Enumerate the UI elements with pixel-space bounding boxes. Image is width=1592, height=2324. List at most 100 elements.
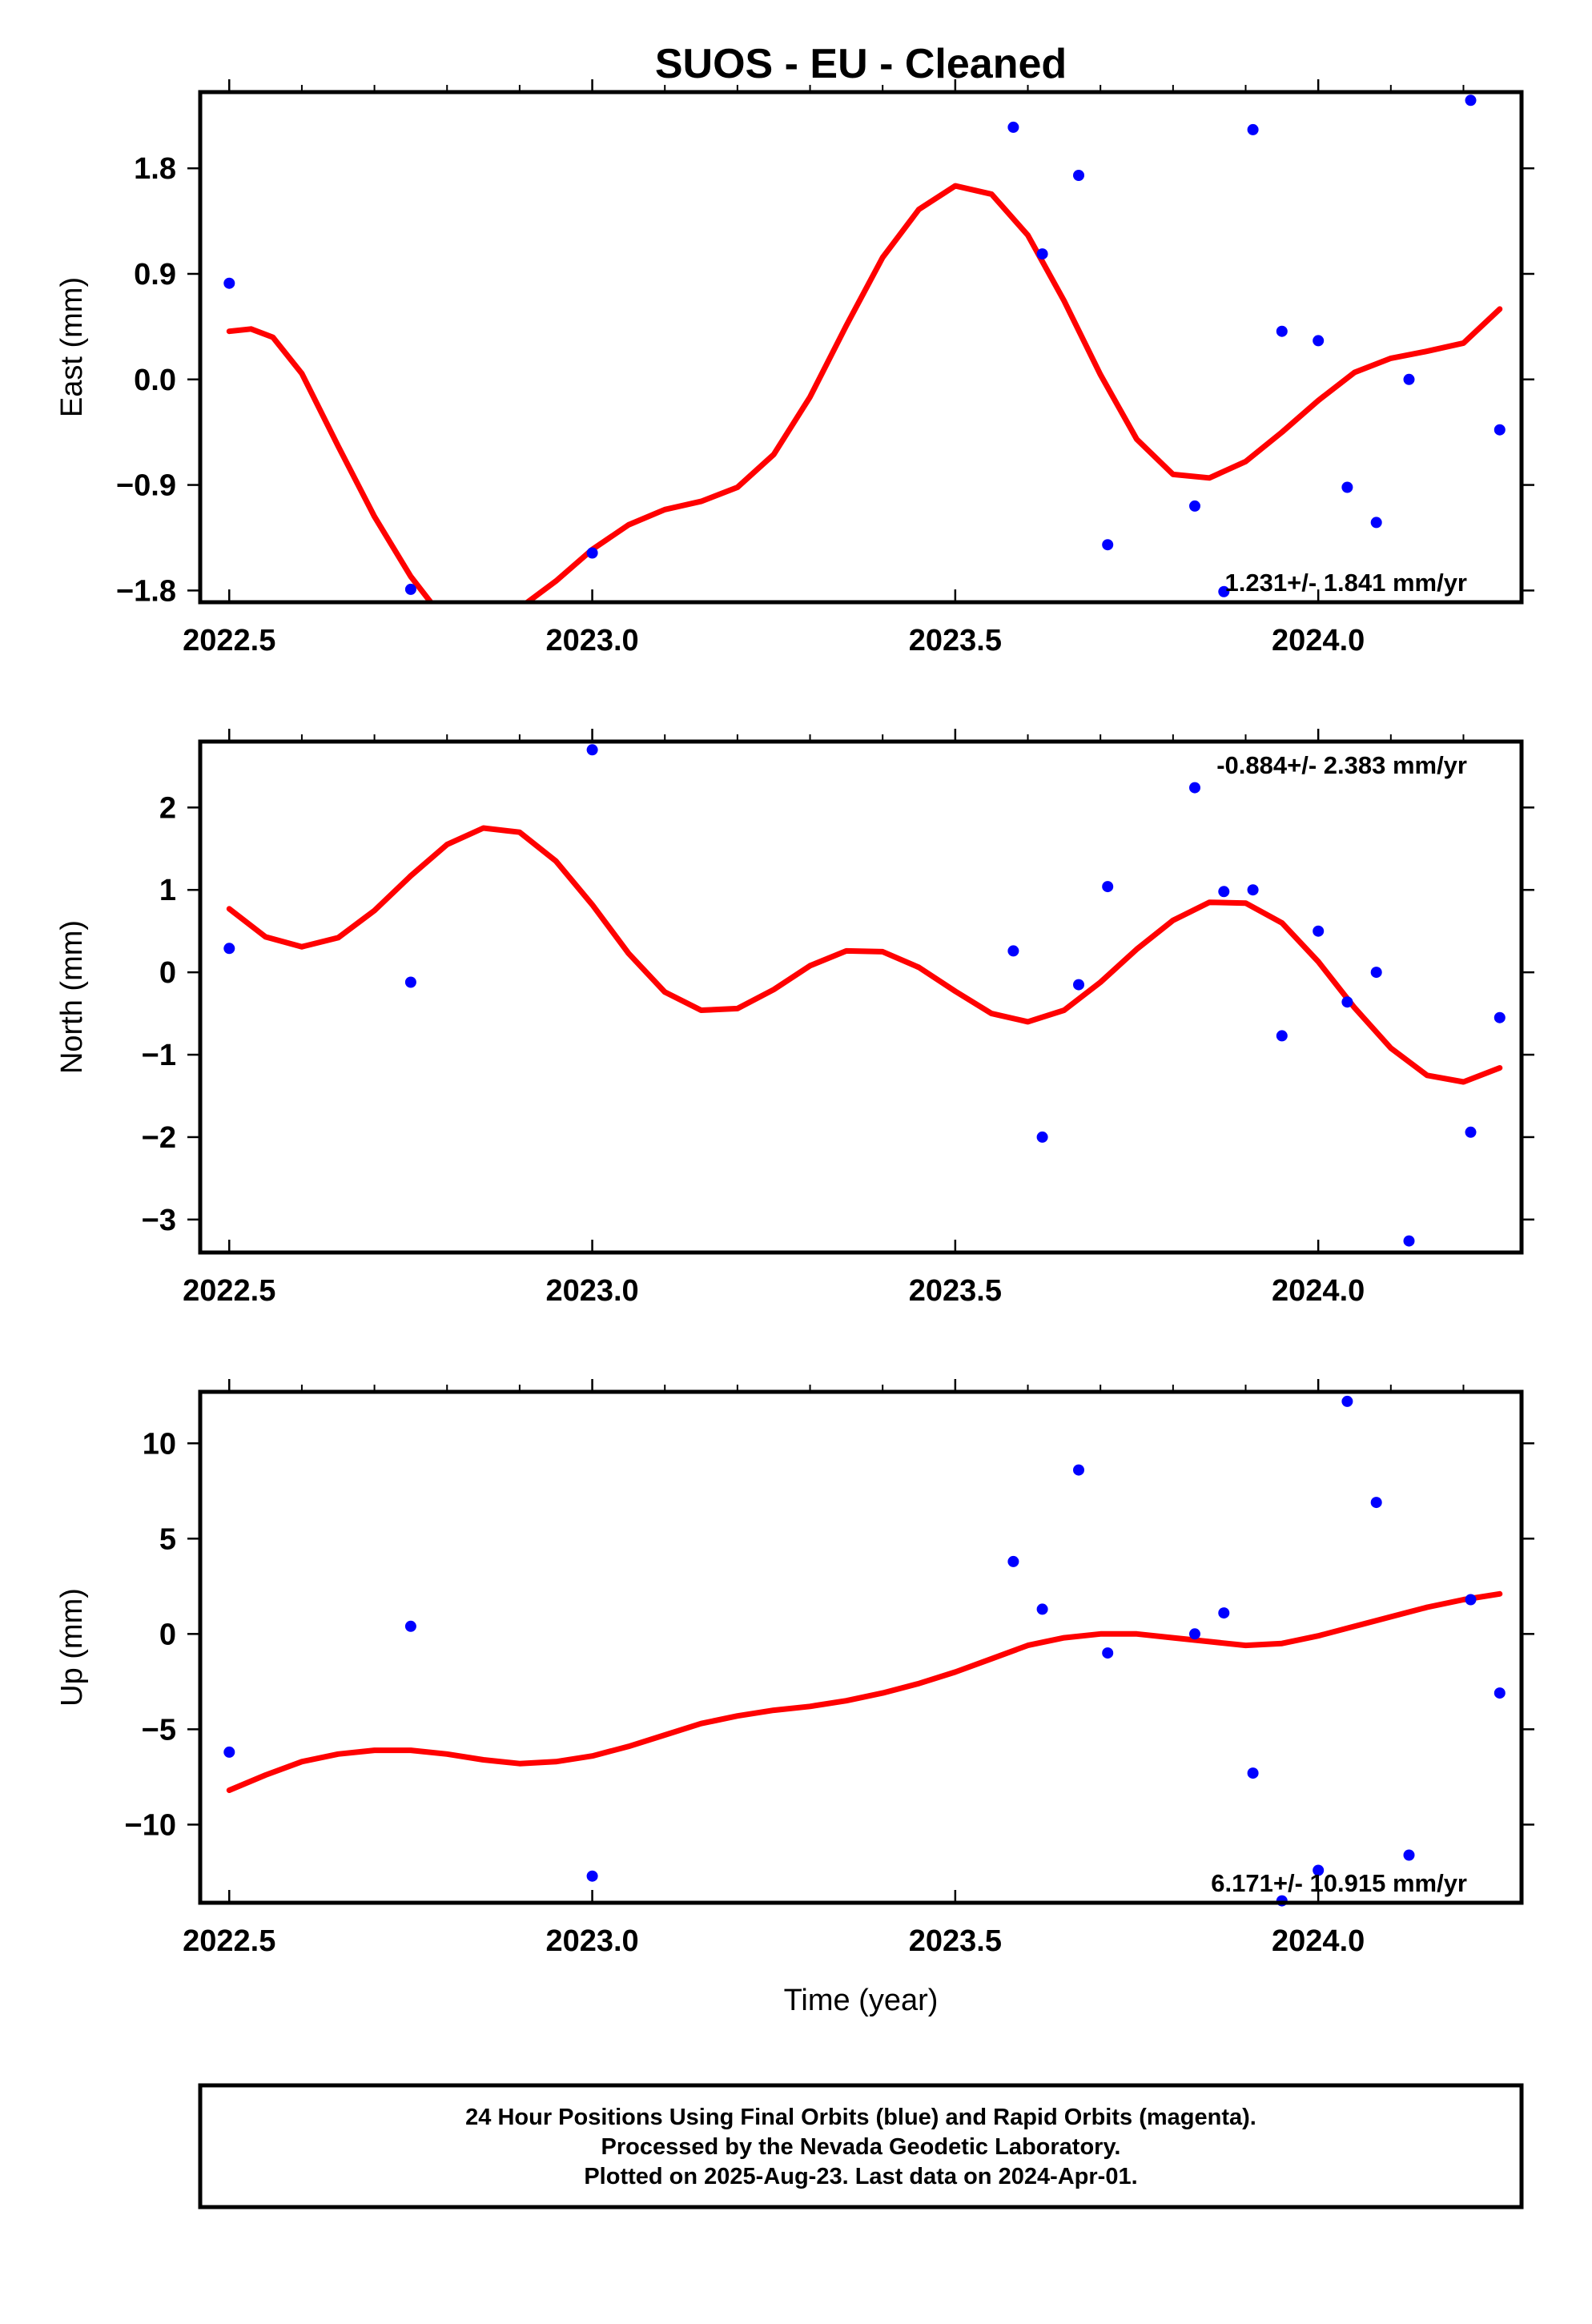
data-point: [1189, 1628, 1200, 1640]
y-tick-label: 10: [143, 1427, 176, 1461]
data-point: [404, 1620, 416, 1632]
x-axis-label: Time (year): [784, 1984, 939, 2017]
x-tick-label: 2024.0: [1272, 1274, 1365, 1308]
y-tick-label: 0.0: [134, 364, 176, 397]
data-point: [586, 547, 598, 559]
data-point: [586, 1870, 598, 1882]
plot-frame: [198, 1389, 1524, 1905]
x-tick-label: 2023.0: [545, 1274, 638, 1308]
page-title: SUOS - EU - Cleaned: [655, 41, 1067, 87]
data-point: [1218, 585, 1230, 597]
data-point: [1218, 1607, 1230, 1619]
data-point: [1494, 424, 1506, 436]
x-tick-label: 2022.5: [183, 1274, 275, 1308]
fit-curve: [226, 825, 1503, 1085]
data-point: [1073, 1464, 1084, 1476]
y-tick-label: −3: [142, 1204, 176, 1237]
data-point: [223, 1746, 235, 1758]
y-axis-label: Up (mm): [55, 1588, 89, 1707]
y-tick-label: 5: [159, 1522, 176, 1556]
data-point: [1247, 884, 1259, 896]
y-tick-label: 0: [159, 1618, 176, 1651]
data-point: [1276, 1030, 1288, 1042]
data-point: [1403, 1849, 1415, 1861]
y-tick-label: 2: [159, 791, 176, 825]
data-point: [223, 277, 235, 289]
data-point: [1036, 1131, 1048, 1143]
data-point: [1189, 500, 1200, 512]
data-point: [1341, 996, 1353, 1008]
data-point: [1218, 886, 1230, 898]
data-point: [1189, 782, 1200, 794]
data-point: [1341, 1395, 1353, 1407]
panels: 2022.5 2023.0 2023.5 2024.0 −1.8 −0.9 0.0 0.9 1.…: [55, 79, 1534, 2017]
data-point: [1007, 945, 1019, 957]
data-point: [223, 943, 235, 955]
data-point: [1313, 1864, 1325, 1876]
data-point: [1102, 539, 1114, 551]
data-point: [1465, 1594, 1477, 1606]
data-point: [1370, 967, 1382, 979]
x-tick-label: 2022.5: [183, 624, 275, 657]
data-point: [1247, 1767, 1259, 1779]
data-point: [1102, 1647, 1114, 1659]
plot-frame: [198, 739, 1524, 1255]
y-tick-label: −2: [142, 1121, 176, 1155]
data-point: [1465, 1126, 1477, 1138]
data-point: [1073, 170, 1084, 181]
data-point: [1370, 517, 1382, 529]
rate-annotation: 6.171+/- 10.915 mm/yr: [1211, 1869, 1467, 1897]
data-point: [586, 744, 598, 756]
y-axis-label: North (mm): [55, 920, 89, 1074]
data-point: [1370, 1497, 1382, 1509]
x-tick-label: 2024.0: [1272, 1924, 1365, 1958]
footer-line-3: Plotted on 2025-Aug-23. Last data on 202…: [584, 2164, 1137, 2189]
data-point: [1073, 979, 1084, 991]
rate-annotation: 1.231+/- 1.841 mm/yr: [1225, 569, 1467, 597]
y-tick-label: −10: [125, 1808, 176, 1842]
data-point: [1247, 123, 1259, 135]
y-tick-label: 0: [159, 956, 176, 990]
data-point: [1313, 925, 1325, 937]
footer-line-1: 24 Hour Positions Using Final Orbits (bl…: [465, 2105, 1256, 2130]
x-tick-label: 2023.0: [545, 1924, 638, 1958]
data-point: [1007, 121, 1019, 133]
data-point: [1102, 881, 1114, 893]
footer-frame: [198, 2083, 1524, 2209]
y-tick-label: 1: [159, 874, 176, 907]
x-tick-label: 2023.5: [909, 1274, 1002, 1308]
fit-curve: [226, 1590, 1503, 1793]
y-tick-label: −1: [142, 1039, 176, 1072]
panel-north: 2022.5 2023.0 2023.5 2024.0 −3 −2 −1 0 1 2 North (…: [55, 729, 1534, 1308]
data-point: [1403, 373, 1415, 385]
x-tick-label: 2023.5: [909, 624, 1002, 657]
data-point: [1465, 94, 1477, 107]
data-point: [404, 976, 416, 988]
x-tick-label: 2022.5: [183, 1924, 275, 1958]
data-point: [1341, 481, 1353, 493]
data-point: [1313, 335, 1325, 347]
data-point: [1036, 248, 1048, 260]
y-axis-label: East (mm): [55, 277, 89, 417]
y-tick-label: −5: [142, 1713, 176, 1747]
data-point: [1007, 1555, 1019, 1567]
plot-frame: [198, 90, 1524, 605]
y-tick-label: −1.8: [116, 574, 176, 608]
data-point: [1494, 1011, 1506, 1023]
y-tick-label: −0.9: [116, 469, 176, 503]
y-tick-label: 0.9: [134, 258, 176, 292]
x-tick-label: 2023.0: [545, 624, 638, 657]
footer-line-2: Processed by the Nevada Geodetic Laborat…: [601, 2134, 1121, 2160]
x-tick-label: 2024.0: [1272, 624, 1365, 657]
x-tick-label: 2023.5: [909, 1924, 1002, 1958]
y-tick-label: 1.8: [134, 152, 176, 186]
data-point: [1403, 1235, 1415, 1247]
fit-curve: [226, 183, 1503, 602]
data-point: [404, 583, 416, 595]
panel-east: 2022.5 2023.0 2023.5 2024.0 −1.8 −0.9 0.0 0.9 1.…: [55, 79, 1534, 657]
data-point: [1036, 1603, 1048, 1615]
footer-box: 24 Hour Positions Using Final Orbits (bl…: [198, 2083, 1524, 2209]
data-point: [1494, 1687, 1506, 1699]
rate-annotation: -0.884+/- 2.383 mm/yr: [1216, 751, 1467, 779]
panel-up: 2022.5 2023.0 2023.5 2024.0 −10 −5 0 5 10 Up (mm)…: [55, 1379, 1534, 2017]
